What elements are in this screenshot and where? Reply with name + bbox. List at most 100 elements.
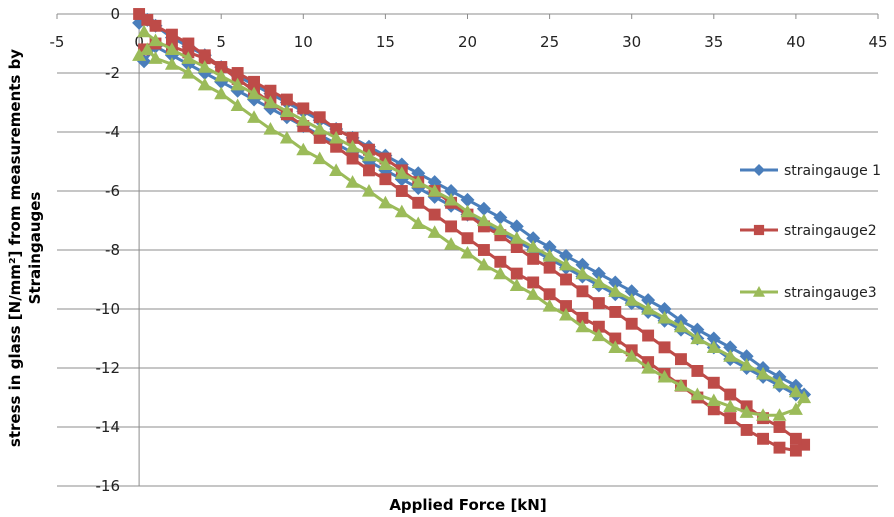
data-point: [608, 284, 623, 297]
data-point: [297, 102, 310, 115]
data-point: [133, 8, 146, 20]
data-point: [279, 130, 294, 144]
data-point: [673, 319, 688, 333]
data-point: [214, 68, 229, 82]
data-point: [510, 241, 523, 253]
y-tick-label: -6: [105, 182, 120, 200]
data-point: [198, 52, 211, 65]
legend-entry-1: straingauge 1: [740, 163, 881, 179]
data-point: [624, 349, 639, 362]
y-tick-label: -10: [96, 300, 121, 318]
data-point: [559, 248, 574, 263]
data-point: [560, 300, 572, 312]
data-point: [543, 261, 556, 274]
data-point: [427, 225, 442, 238]
data-point: [345, 139, 360, 153]
data-point: [542, 299, 557, 312]
legend: straingauge 1 straingauge2 straingauge3: [740, 163, 881, 301]
series-3: [132, 24, 812, 421]
y-tick-label: -4: [105, 123, 120, 141]
data-point: [137, 24, 152, 38]
data-point: [772, 408, 787, 421]
legend-marker: [753, 224, 765, 236]
data-point: [657, 310, 672, 324]
data-point: [773, 441, 786, 454]
y-tick-label: -14: [96, 418, 121, 436]
data-point: [444, 184, 459, 198]
data-point: [494, 255, 507, 268]
data-point: [148, 33, 163, 47]
data-point: [591, 275, 606, 289]
data-point: [690, 322, 705, 337]
data-point: [797, 390, 812, 404]
data-point: [231, 67, 244, 79]
data-point: [460, 192, 475, 207]
data-point: [509, 231, 524, 244]
legend-label: straingauge3: [784, 285, 877, 301]
data-point: [707, 403, 720, 416]
data-point: [460, 204, 475, 218]
x-tick-label: 0: [134, 33, 144, 51]
data-point: [476, 201, 491, 216]
data-point: [394, 204, 409, 218]
data-point: [197, 60, 212, 73]
data-point: [132, 48, 147, 61]
data-point: [609, 306, 622, 318]
data-point: [460, 245, 475, 259]
data-point: [493, 266, 508, 280]
data-point: [140, 42, 155, 55]
data-point: [624, 293, 639, 306]
x-tick-label: 35: [704, 33, 723, 51]
data-point: [575, 266, 590, 280]
data-point: [182, 37, 195, 50]
data-point: [625, 317, 638, 330]
data-point: [641, 361, 656, 374]
data-point: [312, 151, 327, 165]
data-point: [280, 93, 293, 106]
data-point: [296, 113, 311, 126]
data-point: [739, 349, 754, 364]
data-point: [476, 213, 491, 227]
data-point: [363, 164, 375, 177]
data-point: [673, 378, 688, 392]
data-point: [345, 175, 360, 188]
data-point: [510, 267, 523, 280]
data-point: [297, 120, 310, 133]
data-point: [575, 257, 590, 272]
data-point: [608, 340, 623, 353]
data-point: [592, 320, 605, 333]
data-point: [690, 331, 705, 345]
data-point: [798, 438, 811, 451]
data-point: [444, 192, 459, 206]
data-point: [181, 51, 196, 64]
data-point: [608, 275, 623, 290]
data-point: [247, 110, 262, 123]
data-point: [411, 175, 426, 188]
data-point: [493, 210, 508, 225]
y-tick-label: -8: [105, 241, 120, 259]
data-point: [148, 51, 163, 64]
legend-marker: [753, 286, 765, 297]
data-point: [445, 220, 458, 233]
data-point: [181, 66, 196, 79]
data-point: [756, 408, 771, 421]
data-point: [641, 293, 656, 308]
x-tick-label: 5: [216, 33, 226, 51]
data-point: [230, 98, 245, 112]
data-point: [279, 104, 294, 117]
data-point: [330, 140, 343, 153]
data-point: [248, 75, 260, 88]
x-tick-label: -5: [50, 33, 65, 51]
data-point: [329, 163, 344, 176]
series-2: [133, 8, 811, 457]
data-point: [361, 148, 376, 162]
data-point: [247, 86, 262, 100]
data-point: [706, 340, 721, 353]
data-point: [756, 366, 771, 380]
data-point: [165, 28, 178, 41]
data-point: [428, 208, 441, 221]
data-point: [197, 77, 212, 91]
data-point: [412, 196, 425, 209]
data-point: [379, 173, 392, 186]
